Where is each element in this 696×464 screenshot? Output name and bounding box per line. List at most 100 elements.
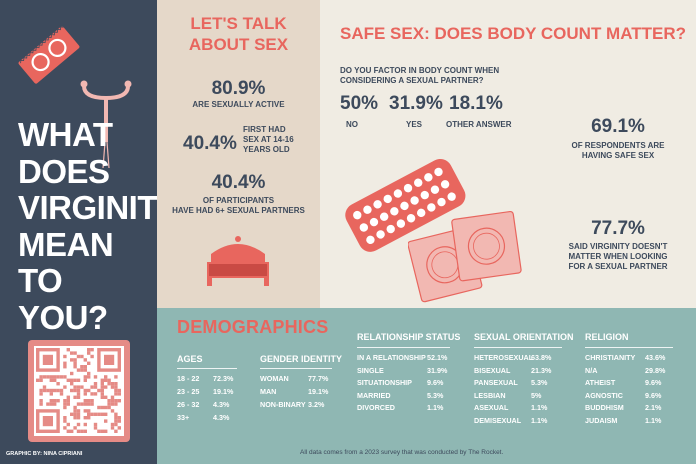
relationship-heading: RELATIONSHIP STATUS (357, 332, 461, 342)
row-label: IN A RELATIONSHIP (357, 353, 426, 362)
question-line: CONSIDERING A SEXUAL PARTNER? (340, 76, 484, 85)
row-percent: 1.1% (531, 403, 548, 412)
row-label: NON-BINARY (260, 400, 306, 409)
row-percent: 9.6% (645, 378, 662, 387)
safe-sex-label: OF RESPONDENTS ARE HAVING SAFE SEX (550, 141, 686, 161)
virginity-label: SAID VIRGINITY DOESN'T MATTER WHEN LOOKI… (550, 242, 686, 272)
row-label: 26 - 32 (177, 400, 200, 409)
answer-other-value: 18.1% (449, 93, 503, 114)
lets-talk-panel: LET'S TALK ABOUT SEX 80.9% ARE SEXUALLY … (157, 0, 320, 308)
answer-other-label: OTHER ANSWER (446, 120, 512, 129)
left-panel: WHAT DOES VIRGINITY MEAN TO YOU? GRAPHIC… (0, 0, 179, 464)
row-percent: 9.6% (427, 378, 444, 387)
row-percent: 21.3% (531, 365, 552, 375)
row-percent: 9.6% (645, 390, 662, 400)
divider (177, 368, 237, 369)
question-line: DO YOU FACTOR IN BODY COUNT WHEN (340, 66, 500, 75)
row-percent: 1.1% (645, 415, 662, 425)
bed-icon (207, 236, 269, 286)
label-line: MATTER WHEN LOOKING (568, 252, 668, 261)
row-percent: 5.3% (531, 378, 548, 387)
row-percent: 2.1% (645, 403, 662, 412)
demographics-title: DEMOGRAPHICS (177, 317, 329, 337)
row-percent: 19.1% (213, 387, 234, 396)
label-line: HAVING SAFE SEX (581, 151, 655, 160)
row-percent: 72.3% (213, 374, 234, 383)
row-percent: 4.3% (213, 413, 230, 422)
row-label: SITUATIONSHIP (357, 378, 412, 387)
label-line: SEX AT 14-16 (243, 135, 294, 144)
row-label: MARRIED (357, 390, 391, 400)
row-percent: 5.3% (427, 390, 444, 400)
safe-sex-title: SAFE SEX: DOES BODY COUNT MATTER? (340, 24, 687, 43)
divider (357, 347, 450, 348)
row-label: N/A (585, 365, 598, 375)
row-percent: 29.8% (645, 365, 666, 375)
divider (260, 368, 332, 369)
label-line: OF RESPONDENTS ARE (571, 141, 665, 150)
condom-packets-icon (408, 210, 522, 303)
ages-heading: AGES (177, 354, 203, 364)
row-percent: 43.6% (645, 353, 666, 362)
first-sex-value: 40.4% (183, 133, 237, 154)
row-label: HETEROSEXUAL (474, 353, 534, 362)
row-label: ATHEIST (585, 378, 616, 387)
divider (585, 347, 673, 348)
orientation-heading: SEXUAL ORIENTATION (474, 332, 574, 342)
row-percent: 1.1% (531, 415, 548, 425)
virginity-value: 77.7% (591, 218, 645, 239)
qr-code[interactable] (28, 340, 130, 442)
row-label: DIVORCED (357, 403, 395, 412)
label-line: FIRST HAD (243, 125, 286, 134)
graphic-credit: GRAPHIC BY: NINA CIPRIANI (6, 451, 83, 457)
gender-heading: GENDER IDENTITY (260, 354, 343, 364)
safe-sex-value: 69.1% (591, 116, 645, 137)
answer-no-label: NO (346, 120, 358, 129)
body-count-question: DO YOU FACTOR IN BODY COUNT WHEN CONSIDE… (340, 66, 499, 86)
answer-no-value: 50% (340, 93, 379, 114)
pill-pack-icon (345, 158, 466, 252)
row-percent: 5% (531, 390, 542, 400)
talk-title-line: ABOUT SEX (188, 35, 289, 54)
row-percent: 31.9% (427, 365, 448, 375)
sexually-active-label: ARE SEXUALLY ACTIVE (192, 100, 285, 109)
row-percent: 19.1% (308, 387, 329, 396)
safe-sex-panel: SAFE SEX: DOES BODY COUNT MATTER? DO YOU… (320, 0, 696, 308)
row-percent: 63.8% (531, 353, 552, 362)
row-label: LESBIAN (474, 390, 506, 400)
label-line: HAVE HAD 6+ SEXUAL PARTNERS (172, 206, 305, 215)
data-footnote: All data comes from a 2023 survey that w… (300, 449, 504, 456)
answer-yes-label: YES (406, 120, 423, 129)
row-label: WOMAN (260, 374, 289, 383)
answer-yes-value: 31.9% (389, 93, 443, 114)
religion-heading: RELIGION (585, 332, 629, 342)
title-line: WHAT (18, 116, 113, 153)
label-line: FOR A SEXUAL PARTNER (568, 262, 668, 271)
condom-wrapper-icon (18, 26, 80, 84)
row-percent: 52.1% (427, 353, 448, 362)
divider (474, 347, 562, 348)
row-label: BISEXUAL (474, 365, 511, 375)
title-line: VIRGINITY (18, 189, 179, 226)
iud-icon (80, 80, 132, 169)
main-title: WHAT DOES VIRGINITY MEAN TO YOU? (18, 116, 179, 336)
demographics-panel: DEMOGRAPHICS AGES 18 - 22 72.3% 23 - 25 19.… (157, 308, 696, 464)
label-line: OF PARTICIPANTS (202, 196, 275, 205)
talk-title-line: LET'S TALK (190, 14, 287, 33)
qr-code-icon (34, 346, 124, 436)
partners-label: OF PARTICIPANTS HAVE HAD 6+ SEXUAL PARTN… (157, 196, 320, 216)
row-label: AGNOSTIC (585, 390, 623, 400)
sexually-active-value: 80.9% (211, 78, 266, 99)
row-percent: 1.1% (427, 403, 444, 412)
row-label: 33+ (177, 413, 190, 422)
row-label: 18 - 22 (177, 374, 200, 383)
row-percent: 3.2% (308, 400, 325, 409)
row-label: DEMISEXUAL (474, 415, 522, 425)
title-line: YOU? (18, 298, 108, 336)
row-percent: 4.3% (213, 400, 230, 409)
partners-value: 40.4% (211, 172, 266, 193)
row-label: MAN (260, 387, 277, 396)
row-label: 23 - 25 (177, 387, 200, 396)
label-line: YEARS OLD (243, 145, 290, 154)
title-line: MEAN TO (18, 225, 114, 299)
